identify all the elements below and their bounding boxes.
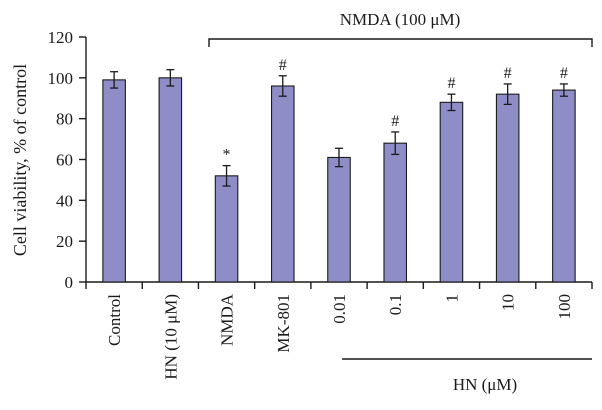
y-ticks: 0 20 40 60 80 100 120 — [48, 28, 86, 292]
bar — [270, 85, 295, 283]
bars: * # # # # # — [102, 57, 576, 283]
x-tick-label: 0.1 — [386, 294, 405, 315]
y-tick-label: 80 — [56, 110, 73, 129]
bar — [327, 156, 351, 283]
y-axis-label: Cell viability, % of control — [10, 64, 30, 256]
significance-mark: # — [447, 75, 455, 92]
bar — [552, 89, 576, 283]
bar — [495, 93, 520, 283]
significance-mark: # — [279, 57, 287, 74]
significance-mark: * — [223, 147, 231, 164]
x-tick-label: 10 — [499, 294, 518, 311]
x-tick-label: 100 — [555, 294, 574, 320]
significance-mark: # — [391, 113, 399, 130]
bar — [383, 142, 408, 283]
x-tick-label: 1 — [442, 294, 461, 303]
x-tick-label: MK-801 — [274, 294, 293, 353]
x-tick-label: NMDA — [218, 293, 237, 346]
x-ticks: Control HN (10 μM) NMDA MK-801 0.01 0.1 1 10 100 — [85, 282, 593, 380]
y-tick-label: 60 — [56, 151, 73, 170]
nmda-bracket-label: NMDA (100 μM) — [340, 10, 461, 29]
x-tick-label: 0.01 — [330, 294, 349, 324]
x-tick-label: Control — [105, 294, 124, 346]
x-tick-label: HN (10 μM) — [161, 294, 180, 380]
significance-mark: # — [560, 65, 568, 82]
y-tick-label: 120 — [48, 28, 74, 47]
significance-mark: # — [504, 65, 512, 82]
y-tick-label: 0 — [65, 273, 74, 292]
bar — [214, 175, 239, 283]
nmda-bracket — [208, 38, 593, 47]
y-tick-label: 100 — [48, 69, 74, 88]
bar — [439, 101, 464, 283]
bar — [158, 77, 183, 283]
y-tick-label: 40 — [56, 191, 73, 210]
y-tick-label: 20 — [56, 232, 73, 251]
hn-group-label: HN (μM) — [453, 375, 517, 394]
bar — [102, 79, 126, 283]
